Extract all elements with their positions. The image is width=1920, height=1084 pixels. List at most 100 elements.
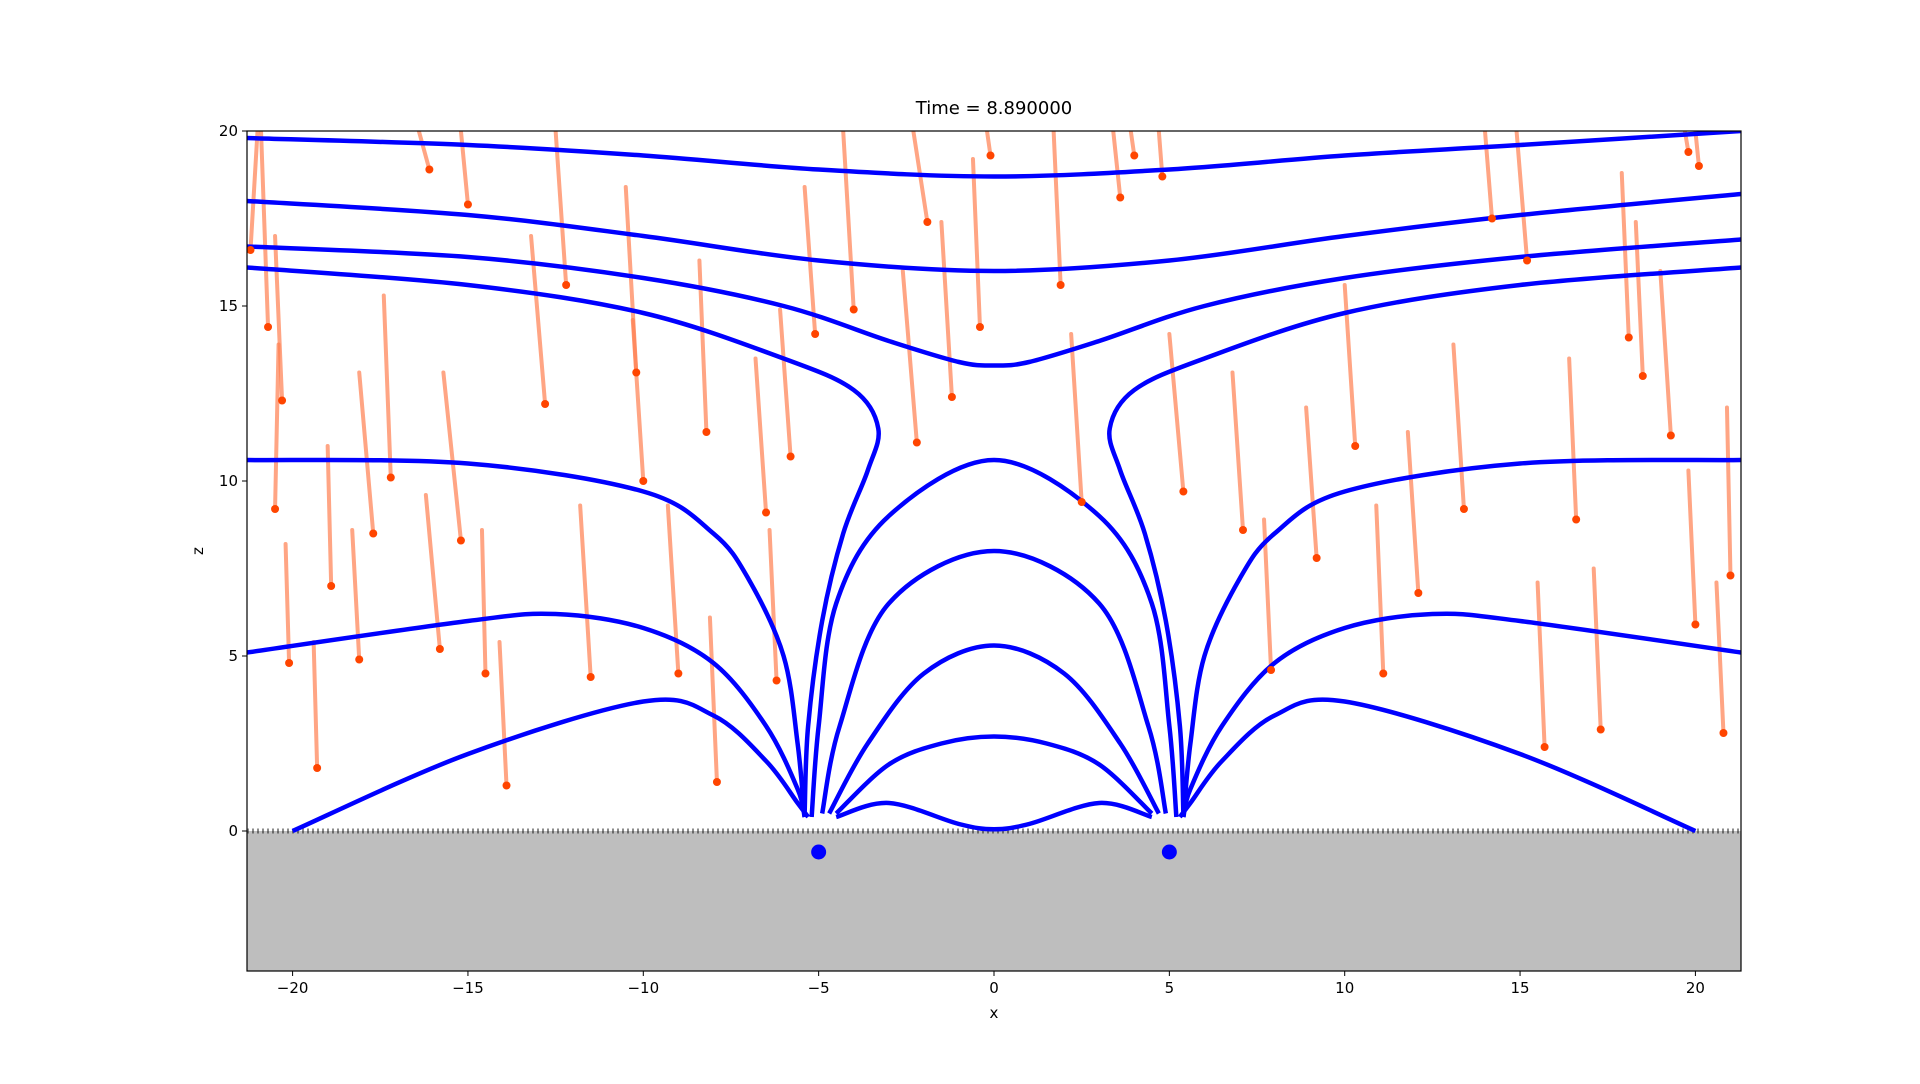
chart-title: Time = 8.890000 [915,98,1072,119]
particle [1488,214,1496,223]
particle-trail [1619,171,1631,340]
particle [1239,526,1247,534]
particle-trail [1686,468,1698,627]
field-line [1181,457,1741,818]
particle-trail [778,307,793,459]
ground [247,831,1741,971]
particle [986,151,995,160]
particle [1666,431,1675,440]
particle [1638,372,1647,380]
particle [355,655,364,664]
particle-trail [479,528,488,676]
particle-trail [578,503,593,679]
particle [285,659,294,667]
field-line [291,697,810,834]
particle-trail [357,370,376,536]
particle [639,477,648,485]
particle-trail [350,528,362,662]
particle [313,764,322,772]
field-line [809,457,1179,818]
particle [247,246,255,254]
field-line [247,131,1741,179]
particle-trail [1051,131,1063,287]
field-line [835,800,1153,832]
particle [278,396,287,405]
particle-trail [283,542,292,665]
particle [1694,162,1703,170]
particle [425,165,434,174]
particle [1691,620,1700,629]
particle [541,400,550,408]
particle [1624,333,1633,342]
particle [1596,725,1605,734]
particle-trail [273,234,285,403]
y-tick-label: 10 [219,472,238,490]
field-line [247,237,1741,368]
particle-trail [1591,566,1603,732]
particle [762,508,771,517]
particle-trail [248,131,260,252]
particle [1267,666,1276,674]
particle [1158,172,1167,181]
field-line [1178,697,1697,834]
particle-trail [1482,131,1494,221]
particle-trail [1724,405,1733,578]
particle-trail [1693,131,1701,168]
particle-trail [1374,503,1386,676]
particle [632,368,641,377]
particle-trail [753,356,769,515]
particle-trail [984,131,993,158]
field-line [1181,611,1741,818]
particle [264,323,273,331]
particle [1684,148,1693,156]
x-tick-label: 5 [1165,979,1175,997]
particle-trail [1128,131,1137,158]
x-tick-label: 10 [1335,979,1354,997]
particle [1414,589,1423,597]
particle [271,505,280,513]
x-tick-label: −15 [452,979,484,997]
particle [923,218,932,226]
particle [1130,151,1139,160]
x-tick-label: −10 [627,979,659,997]
particle [369,529,378,538]
field-line [247,265,881,814]
x-tick-label: −20 [277,979,309,997]
particle-trail [553,131,569,287]
particle-trail [311,640,320,770]
particle [1179,487,1188,496]
field-line [247,611,807,818]
particle-trail [1451,342,1466,511]
particle-trail [381,293,393,480]
particle [386,473,395,482]
particle-trail [458,131,470,207]
particle [1312,554,1321,562]
particle-trail [1230,370,1245,532]
plot-area [247,131,1741,971]
particle-trail [416,131,432,172]
x-axis-label: x [990,1004,999,1022]
particle-trail [497,640,509,788]
particle [1351,442,1360,450]
particle-trail [1658,269,1673,438]
particle-trail [707,615,719,784]
particle [772,676,781,685]
particle [1523,256,1532,265]
particle-trail [273,342,281,511]
field-line [827,643,1161,815]
particle-trail [1714,580,1726,735]
source [1161,844,1177,860]
particle-trail [665,503,681,676]
particle-trail [1535,580,1547,749]
field-line [247,457,807,818]
particle-trail [841,131,856,312]
particle [1719,729,1728,737]
particle-trail [1111,131,1123,200]
particle [849,305,858,314]
particle [463,200,472,209]
particle [502,781,511,790]
y-tick-label: 5 [228,647,238,665]
field-line [247,191,1741,274]
particle [1077,498,1086,506]
